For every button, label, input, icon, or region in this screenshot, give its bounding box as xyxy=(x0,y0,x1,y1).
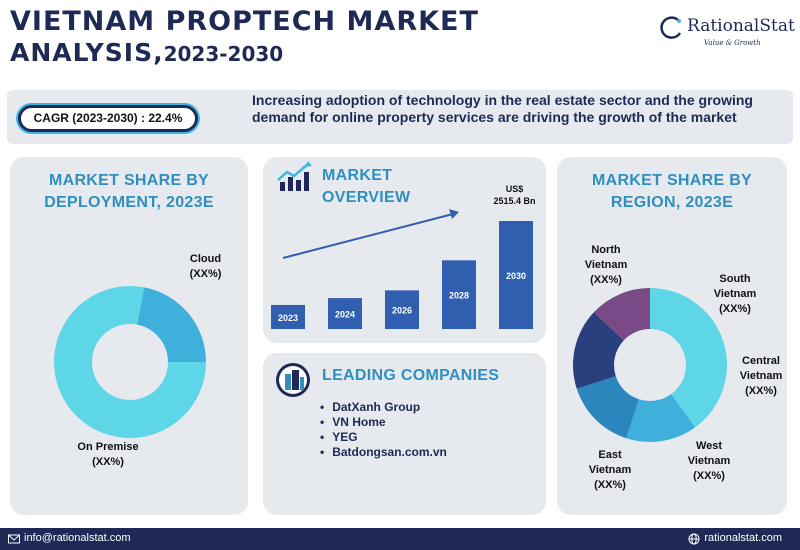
page-title: VIETNAM PROPTECH MARKET ANALYSIS,2023-20… xyxy=(10,6,530,69)
email-icon xyxy=(8,534,20,544)
region-label-east-name: East Vietnam xyxy=(588,449,632,476)
donut-slice-cloud xyxy=(53,286,206,439)
deployment-label-cloud-value: (XX%) xyxy=(189,268,222,280)
region-label-central-value: (XX%) xyxy=(745,385,777,397)
logo-mark-icon xyxy=(660,16,682,39)
title-line-1: VIETNAM PROPTECH MARKET xyxy=(10,6,479,37)
deployment-title: MARKET SHARE BY DEPLOYMENT, 2023E xyxy=(44,172,214,211)
region-label-west-name: West Vietnam xyxy=(687,440,731,467)
deployment-label-onpremise-value: (XX%) xyxy=(92,456,124,468)
bar-2028 xyxy=(442,260,476,329)
bar-label-2024: 2024 xyxy=(335,310,355,320)
region-label-north: North Vietnam (XX%) xyxy=(575,243,637,288)
logo-tagline: Value & Growth xyxy=(704,39,761,47)
brand-logo: RationalStat Value & Growth xyxy=(660,14,795,54)
deployment-label-onpremise: On Premise (XX%) xyxy=(68,440,148,470)
region-label-south: South Vietnam (XX%) xyxy=(706,272,764,317)
region-label-west: West Vietnam (XX%) xyxy=(681,439,737,484)
cagr-badge: CAGR (2023-2030) : 22.4% xyxy=(18,105,198,132)
companies-list: DatXanh Group VN Home YEG Batdongsan.com… xyxy=(320,400,447,460)
region-label-east: East Vietnam (XX%) xyxy=(585,448,635,493)
footer-email-link[interactable]: info@rationalstat.com xyxy=(24,532,131,544)
donut-slice-central-vietnam xyxy=(576,376,639,439)
deployment-label-cloud-name: Cloud xyxy=(189,253,222,265)
overview-value-label: US$ 2515.4 Bn xyxy=(493,184,536,206)
donut-slice-east-vietnam xyxy=(593,288,650,341)
title-years: 2023-2030 xyxy=(163,42,284,66)
market-overview-bar-chart: 2023 2024 2026 2028 2030 xyxy=(271,209,533,329)
region-label-central-name: Central Vietnam xyxy=(739,355,783,382)
bar-label-2028: 2028 xyxy=(449,291,469,301)
donut-slice-north-vietnam xyxy=(650,288,727,428)
list-item: YEG xyxy=(320,430,447,445)
donut-slice-on-premise xyxy=(137,287,206,362)
donut-slice-west-vietnam xyxy=(573,312,624,389)
deployment-label-cloud: Cloud (XX%) xyxy=(178,252,233,282)
title-line-2-prefix: ANALYSIS, xyxy=(10,38,164,67)
footer-website-link[interactable]: rationalstat.com xyxy=(704,532,782,544)
bar-label-2026: 2026 xyxy=(392,306,412,316)
companies-buildings-icon xyxy=(276,363,310,397)
market-driver-text: Increasing adoption of technology in the… xyxy=(252,92,753,125)
bar-2030 xyxy=(499,221,533,329)
region-title: MARKET SHARE BY REGION, 2023E xyxy=(591,172,753,211)
list-item: DatXanh Group xyxy=(320,400,447,415)
deployment-donut-chart xyxy=(53,286,206,439)
footer-bar: info@rationalstat.com rationalstat.com xyxy=(0,528,800,550)
growth-chart-icon xyxy=(277,161,312,191)
bar-2026 xyxy=(385,290,419,329)
bar-2023 xyxy=(271,304,305,329)
region-label-south-name: South Vietnam xyxy=(713,273,757,300)
globe-icon xyxy=(688,533,700,545)
region-label-north-value: (XX%) xyxy=(590,274,622,286)
deployment-panel xyxy=(10,157,248,515)
region-label-west-value: (XX%) xyxy=(693,470,725,482)
bar-label-2023: 2023 xyxy=(278,313,298,323)
overview-title: MARKET OVERVIEW xyxy=(322,167,411,206)
companies-title: LEADING COMPANIES xyxy=(322,367,500,384)
bar-label-2030: 2030 xyxy=(506,271,526,281)
deployment-label-onpremise-name: On Premise xyxy=(77,441,139,453)
region-label-south-value: (XX%) xyxy=(719,303,751,315)
region-donut-chart xyxy=(573,288,727,442)
trend-arrow-line xyxy=(282,213,454,259)
title-line-2: ANALYSIS,2023-2030 xyxy=(10,38,530,69)
trend-arrow-head xyxy=(449,209,459,219)
donut-slice-south-vietnam xyxy=(626,394,696,442)
region-label-east-value: (XX%) xyxy=(594,479,626,491)
list-item: Batdongsan.com.vn xyxy=(320,445,447,460)
bar-2024 xyxy=(328,298,362,329)
list-item: VN Home xyxy=(320,415,447,430)
region-label-north-name: North Vietnam xyxy=(584,244,628,271)
region-label-central: Central Vietnam (XX%) xyxy=(733,354,789,399)
logo-name: RationalStat xyxy=(687,16,795,36)
